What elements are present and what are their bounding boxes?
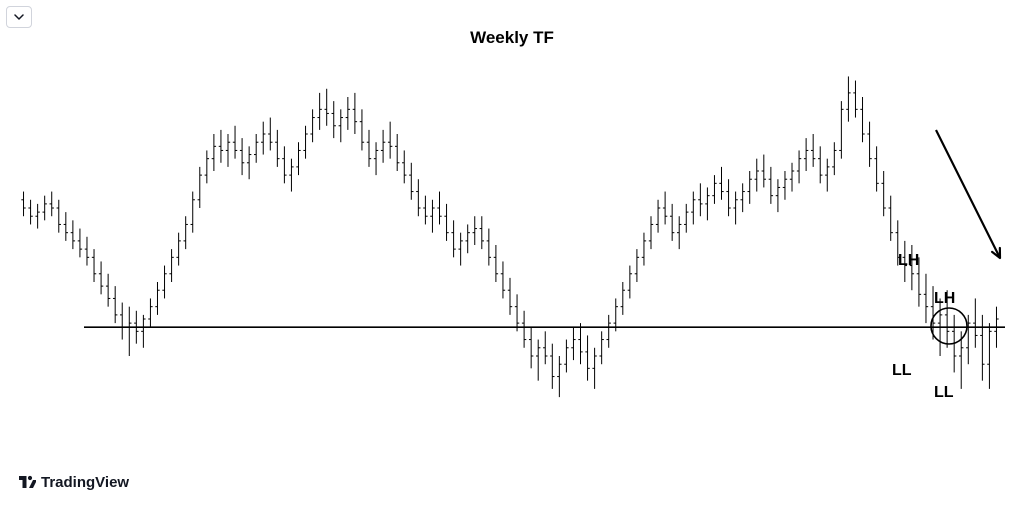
price-chart	[0, 0, 1024, 507]
watermark-text: TradingView	[41, 474, 129, 491]
highlight-circle	[931, 308, 967, 344]
annotation-lh-1: LH	[934, 290, 955, 308]
annotation-ll-2: LL	[892, 362, 912, 380]
price-bars	[21, 76, 998, 397]
tradingview-logo-icon	[18, 473, 36, 491]
tradingview-watermark: TradingView	[18, 473, 129, 491]
trend-arrow-line	[936, 130, 1000, 258]
annotation-ll-3: LL	[934, 384, 954, 402]
annotation-lh-0: LH	[898, 252, 919, 270]
